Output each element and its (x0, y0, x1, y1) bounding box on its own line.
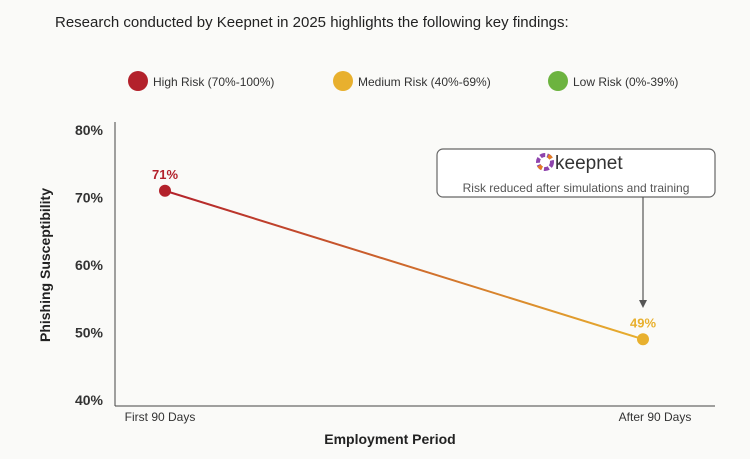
data-point (159, 184, 171, 197)
data-label: 49% (630, 315, 656, 330)
y-tick-label: 80% (75, 122, 104, 138)
series-line (164, 189, 644, 341)
x-tick-label: After 90 Days (619, 410, 692, 424)
x-tick-label: First 90 Days (125, 410, 196, 424)
annotation-text: Risk reduced after simulations and train… (463, 181, 690, 195)
y-tick-label: 40% (75, 392, 104, 408)
legend-label: Medium Risk (40%-69%) (358, 75, 491, 89)
data-label: 71% (152, 167, 178, 182)
legend-label: Low Risk (0%-39%) (573, 75, 678, 89)
legend-swatch (128, 71, 148, 91)
y-tick-label: 60% (75, 257, 104, 273)
y-axis-label: Phishing Susceptibility (37, 188, 53, 342)
header-text: Research conducted by Keepnet in 2025 hi… (55, 14, 569, 31)
arrow-head-icon (639, 300, 647, 308)
data-point (637, 333, 649, 346)
y-tick-label: 70% (75, 190, 104, 206)
legend-label: High Risk (70%-100%) (153, 75, 274, 89)
y-tick-label: 50% (75, 325, 104, 341)
x-axis-label: Employment Period (324, 431, 455, 447)
annotation-brand: keepnet (555, 153, 623, 174)
legend-swatch (333, 71, 353, 91)
keepnet-logo-icon (536, 153, 554, 171)
annotation-box: keepnet Risk reduced after simulations a… (436, 148, 716, 198)
legend-swatch (548, 71, 568, 91)
